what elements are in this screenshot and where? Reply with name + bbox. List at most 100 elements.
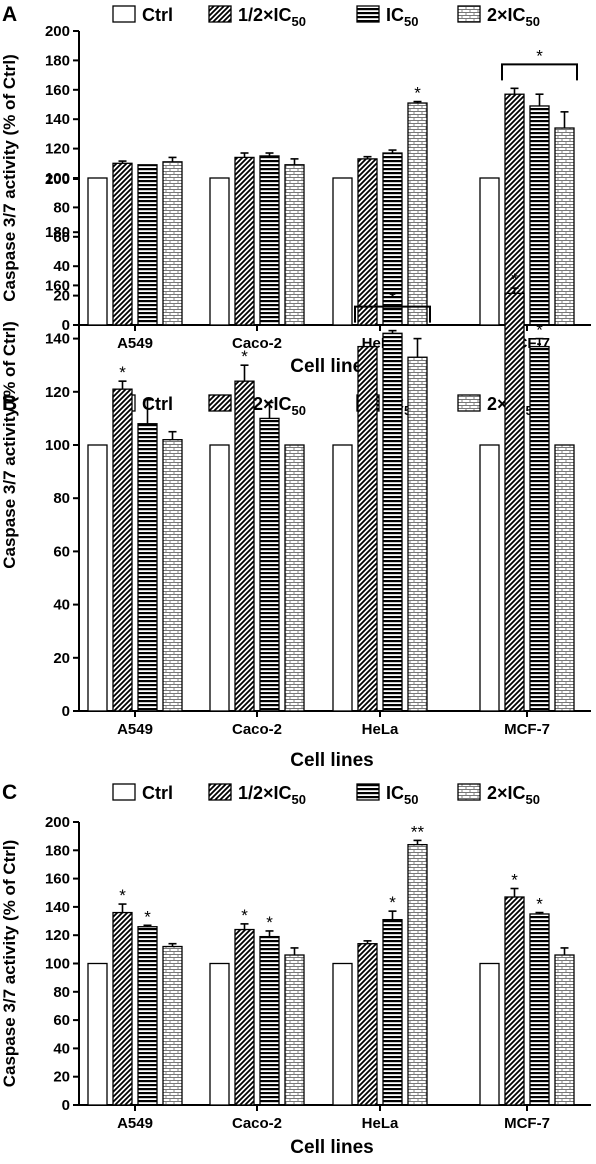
legend-swatch — [112, 5, 136, 23]
legend-swatch — [208, 783, 232, 801]
y-tick-label: 200 — [45, 814, 70, 831]
y-tick-label: 200 — [45, 23, 70, 40]
bar — [234, 156, 255, 326]
bar — [382, 918, 403, 1106]
significance-marker: * — [389, 289, 396, 308]
significance-marker: * — [536, 321, 543, 340]
y-tick-label: 60 — [53, 1012, 70, 1029]
significance-marker: * — [119, 886, 126, 905]
panel-letter: B — [2, 392, 17, 415]
bar — [284, 164, 305, 326]
x-tick-label: Caco-2 — [232, 721, 282, 738]
x-tick-label: A549 — [117, 1115, 153, 1132]
x-tick-label: HeLa — [362, 1115, 399, 1132]
bar — [357, 158, 378, 326]
legend-label: 1/2×IC50 — [238, 783, 306, 807]
y-tick-label: 140 — [45, 111, 70, 128]
y-tick-label: 40 — [53, 597, 70, 614]
bar — [529, 345, 550, 712]
bar — [504, 292, 525, 712]
bar — [332, 962, 353, 1106]
y-tick-label: 160 — [45, 82, 70, 99]
significance-bracket — [501, 63, 578, 81]
legend-label: IC50 — [386, 783, 418, 807]
bar — [87, 444, 108, 712]
y-tick-label: 180 — [45, 842, 70, 859]
bar — [137, 926, 158, 1106]
bar — [284, 954, 305, 1106]
x-tick-label: MCF-7 — [504, 721, 550, 738]
y-axis-title: Caspase 3/7 activity (% of Ctrl) — [0, 321, 19, 569]
x-tick-label: HeLa — [362, 721, 399, 738]
significance-marker: ** — [411, 822, 425, 841]
bar — [259, 417, 280, 712]
bar — [162, 439, 183, 712]
bar — [479, 177, 500, 326]
legend-label: Ctrl — [142, 394, 173, 414]
chart-panel-a: A Ctrl 1/2×IC50 IC50 2×IC50 0 20 40 60 80 100 120 14… — [0, 3, 591, 377]
y-tick-label: 40 — [53, 258, 70, 275]
bar — [259, 155, 280, 326]
y-tick-label: 120 — [45, 141, 70, 158]
panel-letter: C — [2, 781, 17, 804]
bar — [162, 945, 183, 1106]
bar — [209, 177, 230, 326]
y-tick-label: 140 — [45, 899, 70, 916]
legend-label: 2×IC50 — [487, 5, 540, 29]
y-tick-label: 100 — [45, 956, 70, 973]
y-tick-label: 100 — [45, 437, 70, 454]
bar — [529, 913, 550, 1106]
bar — [529, 105, 550, 326]
significance-marker: * — [511, 871, 518, 890]
y-tick-label: 180 — [45, 224, 70, 241]
significance-marker: * — [241, 347, 248, 366]
bar — [209, 962, 230, 1106]
y-tick-label: 40 — [53, 1040, 70, 1057]
bar — [332, 444, 353, 712]
bar — [554, 127, 575, 326]
bar — [137, 423, 158, 712]
y-tick-label: 180 — [45, 52, 70, 69]
bar — [87, 962, 108, 1106]
legend-swatch — [208, 5, 232, 23]
y-tick-label: 80 — [53, 984, 70, 1001]
legend-swatch — [457, 783, 481, 801]
significance-marker: * — [536, 895, 543, 914]
significance-marker: * — [536, 46, 543, 65]
y-tick-label: 80 — [53, 199, 70, 216]
bar — [357, 345, 378, 712]
bar — [554, 954, 575, 1106]
y-tick-label: 0 — [62, 703, 70, 720]
panel-letter: A — [2, 3, 17, 26]
y-tick-label: 120 — [45, 384, 70, 401]
bar — [357, 943, 378, 1106]
y-tick-label: 60 — [53, 229, 70, 246]
bar — [259, 935, 280, 1106]
y-tick-label: 200 — [45, 171, 70, 188]
x-axis-title: Cell lines — [290, 1137, 373, 1158]
chart-panel-b: BCtrl1/2×IC50IC502×IC5002040608010012014… — [0, 171, 591, 771]
bar — [504, 896, 525, 1106]
x-tick-label: MCF-7 — [504, 1115, 550, 1132]
x-tick-label: Caco-2 — [232, 335, 282, 352]
bar — [162, 161, 183, 326]
y-tick-label: 160 — [45, 277, 70, 294]
significance-marker: * — [511, 270, 518, 289]
legend-swatch — [457, 394, 481, 412]
bar — [332, 177, 353, 326]
y-tick-label: 140 — [45, 331, 70, 348]
significance-marker: * — [389, 893, 396, 912]
y-tick-label: 80 — [53, 490, 70, 507]
significance-bracket — [354, 305, 431, 323]
legend-label: IC50 — [386, 5, 418, 29]
x-tick-label: Caco-2 — [232, 1115, 282, 1132]
bar — [554, 444, 575, 712]
bar — [112, 911, 133, 1106]
legend-label: 1/2×IC50 — [238, 5, 306, 29]
legend-label: Ctrl — [142, 783, 173, 803]
x-axis-title: Cell lines — [290, 750, 373, 771]
y-tick-label: 120 — [45, 927, 70, 944]
bar — [407, 102, 428, 326]
x-tick-label: A549 — [117, 335, 153, 352]
